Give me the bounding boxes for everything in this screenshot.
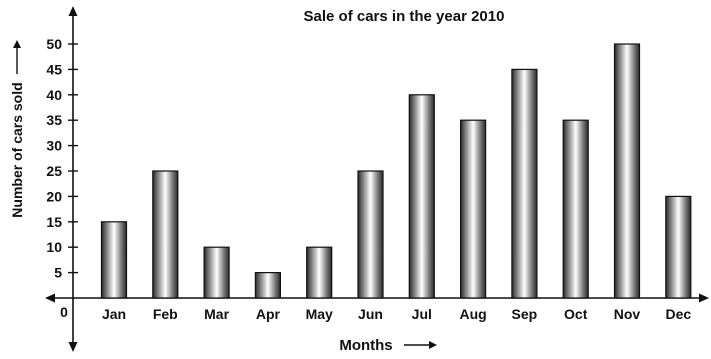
bar-sep — [511, 68, 538, 299]
x-tick-label-apr: Apr — [256, 306, 281, 322]
bar-jul — [408, 94, 435, 299]
y-tick-label: 15 — [46, 214, 62, 230]
y-tick-label: 5 — [54, 265, 62, 281]
bar-apr — [254, 272, 281, 299]
x-tick-label-mar: Mar — [204, 306, 229, 322]
x-tick-label-sep: Sep — [512, 306, 538, 322]
chart-title: Sale of cars in the year 2010 — [304, 8, 505, 25]
x-axis-label-arrow-head — [429, 341, 437, 349]
x-tick-label-jan: Jan — [102, 306, 126, 322]
x-axis-arrow-right — [699, 293, 709, 303]
y-tick-label: 10 — [46, 239, 62, 255]
y-tick-label: 35 — [46, 112, 62, 128]
y-axis-arrow-up — [68, 6, 78, 16]
x-tick-label-dec: Dec — [665, 306, 691, 322]
bar-may — [306, 246, 333, 299]
x-tick-labels: Jan Feb Mar Apr May Jun Jul Aug Sep Oct Nov Dec — [102, 306, 691, 322]
bar-feb — [152, 170, 179, 299]
y-tick-label: 40 — [46, 87, 62, 103]
x-axis-arrow-left — [45, 293, 55, 303]
y-tick-label: 20 — [46, 188, 62, 204]
y-tick-label: 30 — [46, 138, 62, 154]
y-ticks: 5 10 15 20 25 30 35 40 45 50 — [46, 36, 78, 281]
x-tick-label-jul: Jul — [412, 306, 432, 322]
y-axis-label-group: Number of cars sold — [9, 40, 25, 218]
x-tick-label-jun: Jun — [358, 306, 383, 322]
origin-label: 0 — [60, 304, 68, 320]
x-tick-label-aug: Aug — [459, 306, 486, 322]
y-axis-arrow-down — [68, 342, 78, 352]
y-tick-label: 25 — [46, 163, 62, 179]
y-axis-label: Number of cars sold — [9, 82, 25, 217]
x-tick-label-nov: Nov — [614, 306, 641, 322]
y-tick-label: 50 — [46, 36, 62, 52]
bar-jan — [100, 221, 128, 299]
y-axis-label-arrow-head — [13, 40, 21, 48]
y-tick-label: 45 — [46, 61, 62, 77]
bar-oct — [562, 119, 589, 299]
bar-nov — [613, 43, 641, 299]
x-axis-label: Months — [339, 337, 392, 354]
x-tick-label-oct: Oct — [564, 306, 588, 322]
bar-dec — [665, 195, 692, 299]
bar-aug — [460, 119, 487, 299]
bar-jun — [357, 170, 384, 299]
x-tick-label-may: May — [306, 306, 333, 322]
bar-mar — [203, 246, 230, 299]
bars — [100, 43, 692, 299]
x-tick-label-feb: Feb — [153, 306, 178, 322]
